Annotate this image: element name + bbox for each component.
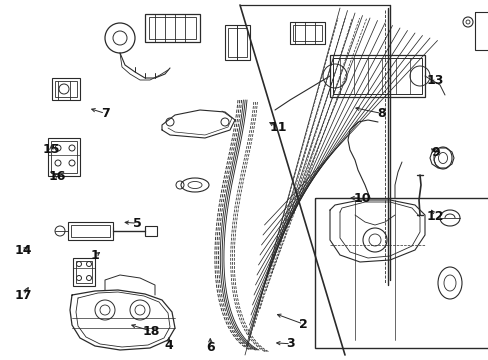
Text: 2: 2 (298, 318, 307, 330)
Text: 6: 6 (205, 341, 214, 354)
Text: 13: 13 (426, 75, 443, 87)
Text: 11: 11 (269, 121, 287, 134)
Text: 4: 4 (164, 339, 173, 352)
Bar (76, 261, 92, 283)
Text: 12: 12 (426, 210, 443, 222)
Bar (145, 14, 200, 42)
Bar (314, 198, 488, 348)
Text: 8: 8 (376, 107, 385, 120)
Bar (145, 226, 157, 236)
Bar (224, 25, 249, 60)
Bar (289, 22, 325, 44)
Bar (71, 225, 110, 237)
Bar (332, 58, 421, 94)
Bar (474, 12, 488, 50)
Bar (55, 81, 77, 97)
Text: 5: 5 (132, 217, 141, 230)
Text: 18: 18 (142, 325, 160, 338)
Text: 1: 1 (91, 249, 100, 262)
Text: 10: 10 (352, 192, 370, 204)
Text: 16: 16 (49, 170, 66, 183)
Text: 7: 7 (101, 107, 109, 120)
Bar (149, 17, 196, 39)
Text: 17: 17 (15, 289, 32, 302)
Bar (48, 138, 80, 176)
Bar (73, 258, 95, 286)
Text: 15: 15 (42, 143, 60, 156)
Bar (52, 78, 80, 100)
Bar (68, 222, 113, 240)
Text: 3: 3 (286, 337, 295, 350)
Bar (329, 55, 424, 97)
Text: 14: 14 (15, 244, 32, 257)
Bar (227, 28, 246, 57)
Text: 9: 9 (430, 147, 439, 159)
Bar (292, 25, 321, 41)
Bar (51, 141, 77, 173)
